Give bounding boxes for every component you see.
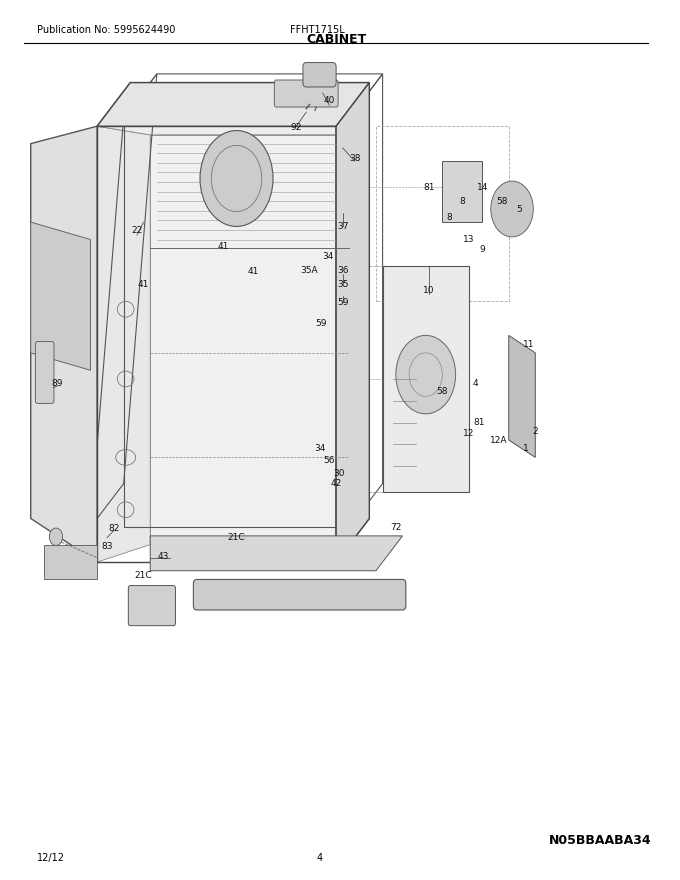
Text: 34: 34 — [314, 444, 326, 453]
Text: 59: 59 — [337, 297, 349, 307]
Text: 9: 9 — [479, 246, 485, 254]
Text: 21C: 21C — [135, 570, 152, 580]
Text: 81: 81 — [473, 418, 485, 427]
Text: 41: 41 — [248, 268, 259, 276]
Polygon shape — [509, 335, 535, 458]
Polygon shape — [150, 135, 350, 545]
Text: 13: 13 — [463, 235, 475, 244]
FancyBboxPatch shape — [129, 585, 175, 626]
Text: 10: 10 — [424, 286, 435, 295]
Text: 5: 5 — [516, 204, 522, 214]
Polygon shape — [44, 545, 97, 579]
Polygon shape — [336, 83, 369, 562]
Text: 12: 12 — [463, 429, 475, 437]
Text: 12/12: 12/12 — [37, 854, 65, 863]
Polygon shape — [443, 161, 482, 222]
Text: CABINET: CABINET — [306, 33, 367, 46]
Text: 59: 59 — [316, 319, 327, 327]
Circle shape — [50, 528, 63, 546]
Text: 8: 8 — [446, 213, 452, 223]
Text: 35A: 35A — [301, 267, 318, 275]
Text: 38: 38 — [349, 154, 360, 163]
Text: 22: 22 — [131, 226, 143, 235]
Text: 14: 14 — [477, 183, 488, 192]
Text: 1: 1 — [522, 444, 528, 453]
Circle shape — [200, 130, 273, 226]
Polygon shape — [97, 126, 150, 562]
Text: 37: 37 — [337, 222, 349, 231]
Text: 83: 83 — [101, 542, 113, 551]
Circle shape — [491, 181, 533, 237]
Text: N05BBAABA34: N05BBAABA34 — [549, 834, 651, 847]
Text: 41: 41 — [218, 242, 229, 251]
Text: 2: 2 — [532, 427, 538, 436]
Text: 40: 40 — [324, 96, 335, 105]
Text: 35: 35 — [337, 281, 349, 290]
Text: 34: 34 — [322, 253, 333, 261]
FancyBboxPatch shape — [193, 579, 406, 610]
Text: 4: 4 — [473, 379, 478, 388]
FancyBboxPatch shape — [303, 62, 336, 87]
FancyBboxPatch shape — [274, 80, 338, 107]
Polygon shape — [97, 83, 369, 126]
Text: 30: 30 — [334, 469, 345, 478]
FancyBboxPatch shape — [35, 341, 54, 403]
Text: 36: 36 — [337, 267, 349, 275]
Text: 4: 4 — [316, 854, 322, 863]
Text: 82: 82 — [108, 524, 120, 533]
Text: 11: 11 — [523, 340, 534, 348]
Polygon shape — [383, 266, 469, 492]
Text: 72: 72 — [390, 523, 402, 532]
Text: 42: 42 — [330, 479, 342, 488]
Circle shape — [396, 335, 456, 414]
Text: Publication No: 5995624490: Publication No: 5995624490 — [37, 26, 175, 35]
Polygon shape — [150, 536, 403, 571]
Text: 89: 89 — [52, 379, 63, 388]
Text: 58: 58 — [496, 196, 508, 206]
Text: 41: 41 — [138, 281, 150, 290]
Text: 8: 8 — [460, 196, 465, 206]
Text: FFHT1715L: FFHT1715L — [290, 26, 344, 35]
Polygon shape — [31, 222, 90, 370]
Text: 81: 81 — [424, 183, 435, 192]
Text: 58: 58 — [437, 386, 448, 396]
Text: 92: 92 — [290, 123, 302, 133]
Text: 56: 56 — [324, 457, 335, 466]
Polygon shape — [97, 126, 350, 135]
Text: 43: 43 — [158, 553, 169, 561]
Polygon shape — [31, 126, 97, 562]
Text: 12A: 12A — [490, 436, 507, 444]
Text: 21C: 21C — [228, 533, 245, 542]
